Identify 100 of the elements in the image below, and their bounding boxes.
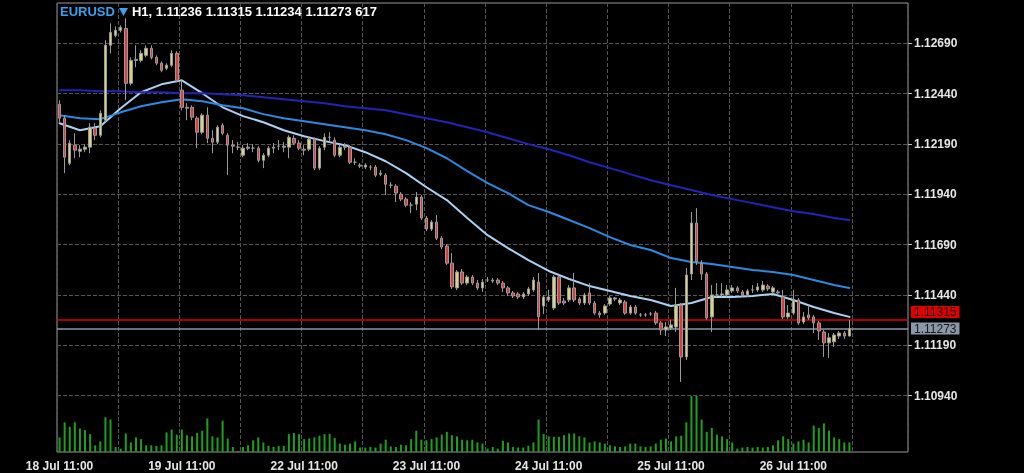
candlestick — [435, 214, 438, 241]
bar — [838, 439, 841, 452]
candlestick — [155, 54, 158, 66]
bar — [114, 446, 117, 452]
bar — [282, 445, 285, 452]
bar — [99, 441, 102, 452]
bar — [792, 443, 795, 452]
candlestick — [476, 279, 479, 291]
bar — [664, 438, 667, 452]
bar — [231, 446, 234, 452]
candlestick — [756, 282, 759, 293]
bar — [145, 445, 148, 452]
candlestick — [114, 25, 117, 38]
bar — [277, 445, 280, 452]
bar — [267, 445, 270, 452]
bar — [175, 434, 178, 452]
bar — [771, 445, 774, 452]
bar — [150, 445, 153, 452]
x-tick-label: 19 Jul 11:00 — [148, 459, 216, 473]
bar — [287, 434, 290, 452]
bar — [583, 437, 586, 452]
candlestick — [542, 294, 545, 315]
bar — [613, 446, 616, 452]
bar — [756, 446, 759, 452]
bar — [552, 436, 555, 452]
bar — [471, 439, 474, 452]
bar — [124, 433, 127, 452]
bar — [78, 428, 81, 452]
candlestick — [379, 169, 382, 177]
candlestick — [522, 291, 525, 300]
candlestick — [797, 297, 800, 326]
candlestick — [527, 286, 530, 297]
candlestick — [603, 303, 607, 316]
bar — [354, 441, 357, 452]
candlestick — [532, 276, 535, 293]
bar — [476, 442, 479, 452]
bar — [787, 439, 790, 452]
candlestick — [374, 164, 377, 178]
y-tick-label: 1.12690 — [914, 36, 958, 51]
bar — [828, 430, 831, 452]
bar — [822, 423, 825, 452]
y-tick-label: 1.11440 — [914, 287, 958, 302]
bar — [160, 445, 163, 452]
x-tick-label: 24 Jul 11:00 — [515, 459, 583, 473]
candlestick — [415, 191, 418, 211]
bar — [634, 443, 637, 452]
bar — [333, 438, 336, 452]
line-series — [58, 98, 851, 289]
candlestick — [262, 152, 265, 169]
y-tick-label: 1.11690 — [914, 237, 958, 252]
bar — [185, 435, 188, 452]
bar — [481, 443, 484, 452]
bar — [547, 436, 550, 452]
candlestick — [170, 49, 173, 68]
candlestick — [583, 292, 586, 306]
bar — [410, 439, 413, 452]
bar — [196, 432, 199, 452]
bar — [191, 436, 194, 452]
bar — [843, 442, 846, 452]
bar — [394, 446, 397, 452]
chart-title: EURUSD — [60, 4, 115, 19]
bar — [104, 417, 107, 452]
bar — [563, 435, 566, 452]
bar — [746, 446, 749, 452]
bar — [721, 436, 723, 452]
bar — [84, 430, 87, 452]
bar — [629, 443, 632, 452]
bar — [608, 445, 611, 452]
candlestick — [384, 172, 387, 196]
candlestick — [99, 109, 102, 138]
candlestick — [221, 122, 224, 136]
bar — [399, 444, 402, 452]
candlestick — [430, 219, 433, 232]
line-series — [58, 79, 851, 318]
candlestick — [109, 22, 112, 54]
candlestick — [629, 304, 632, 316]
bar — [491, 446, 494, 452]
bar — [405, 445, 408, 452]
candlestick — [425, 215, 428, 232]
bar — [680, 435, 683, 452]
bar — [389, 446, 392, 452]
bar — [313, 437, 316, 452]
bar — [644, 446, 647, 452]
candlestick — [705, 271, 708, 321]
candlestick — [272, 142, 275, 154]
bar — [766, 446, 769, 452]
bar — [206, 418, 209, 452]
bar — [323, 434, 326, 452]
bar — [58, 437, 61, 452]
candlestick — [226, 132, 229, 176]
candlestick — [267, 145, 270, 158]
bar — [685, 422, 688, 452]
candlestick — [231, 139, 235, 154]
bar — [165, 432, 168, 452]
bar — [777, 440, 780, 452]
bar — [557, 436, 560, 452]
bar — [303, 439, 306, 452]
candlestick — [746, 288, 749, 298]
candlestick — [150, 44, 153, 60]
bar — [450, 435, 453, 452]
